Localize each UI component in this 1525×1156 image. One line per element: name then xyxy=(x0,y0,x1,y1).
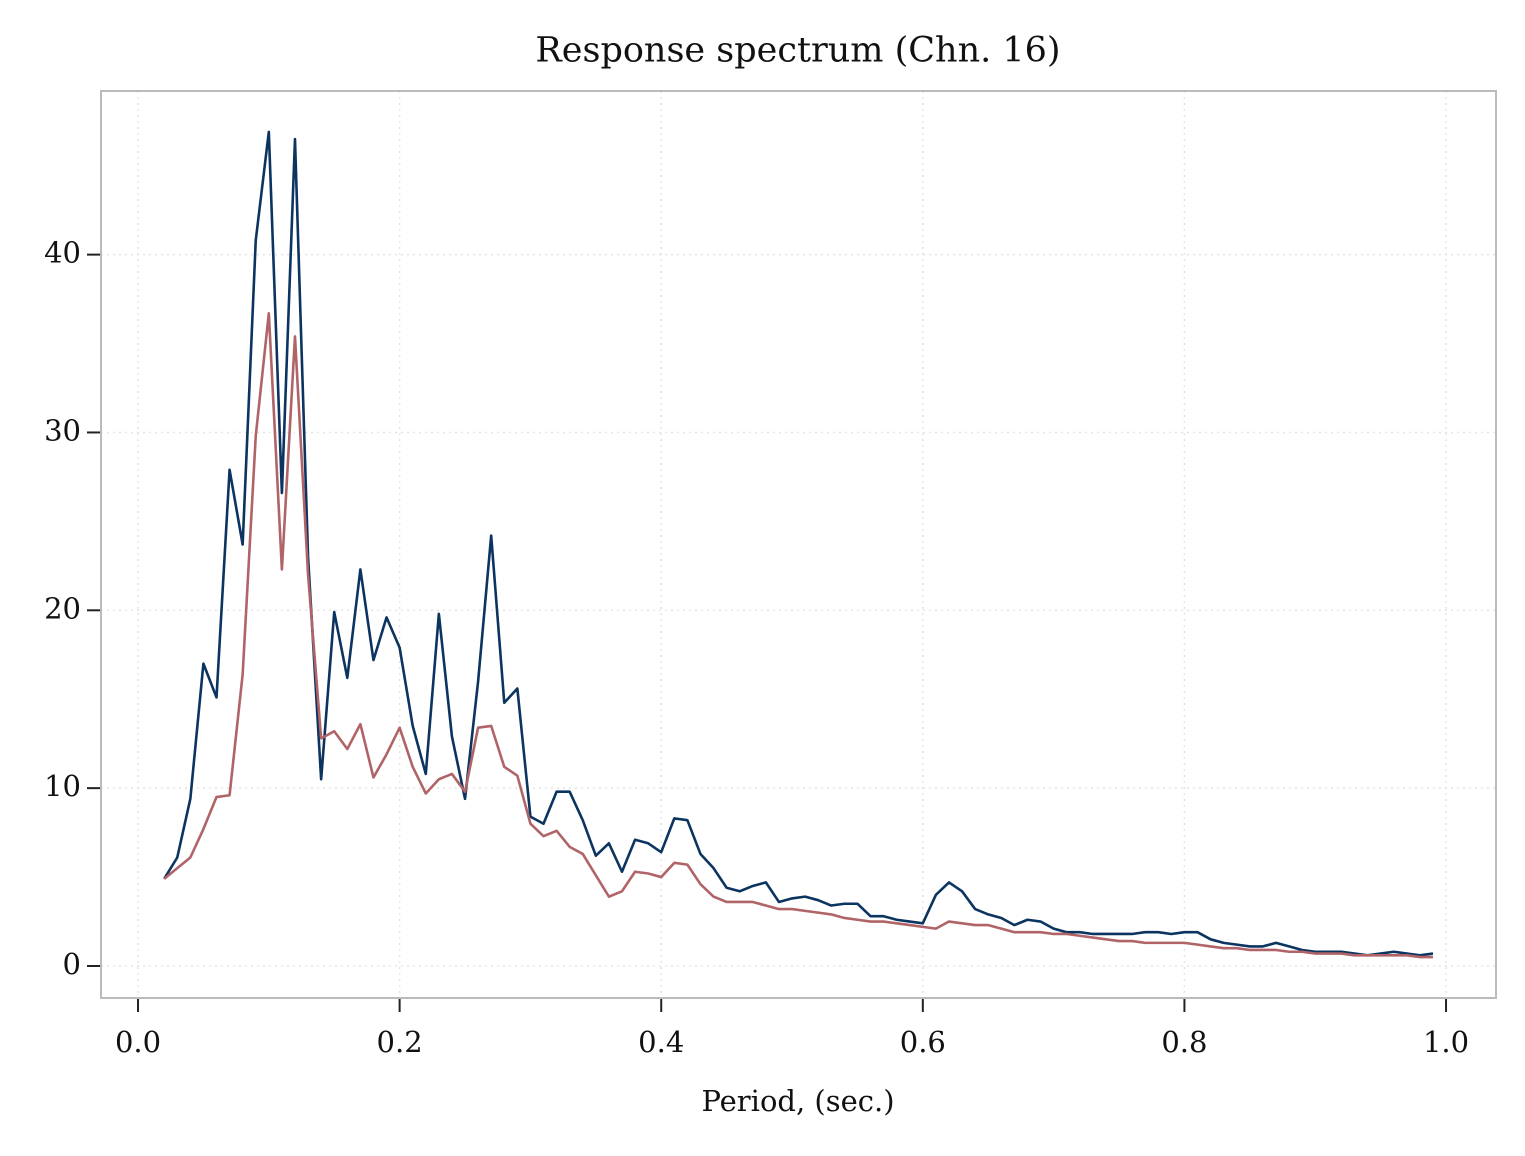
y-tick-label: 40 xyxy=(44,236,81,270)
x-axis-label: Period, (sec.) xyxy=(701,1084,894,1118)
plot-frame xyxy=(100,90,1497,999)
x-tick-label: 0.0 xyxy=(115,1025,161,1059)
y-tick-label: 10 xyxy=(44,769,81,803)
series-line xyxy=(163,130,1434,957)
x-tick-label: 0.2 xyxy=(377,1025,423,1059)
x-tick-label: 0.4 xyxy=(638,1025,684,1059)
y-tick-label: 30 xyxy=(44,413,81,447)
series-line xyxy=(163,312,1433,959)
chart-title: Response spectrum (Chn. 16) xyxy=(535,31,1060,71)
x-tick-label: 0.8 xyxy=(1161,1025,1207,1059)
x-tick-label: 1.0 xyxy=(1423,1025,1469,1059)
y-tick-label: 20 xyxy=(44,591,81,625)
x-tick-label: 0.6 xyxy=(900,1025,946,1059)
y-tick-label: 0 xyxy=(63,947,81,981)
